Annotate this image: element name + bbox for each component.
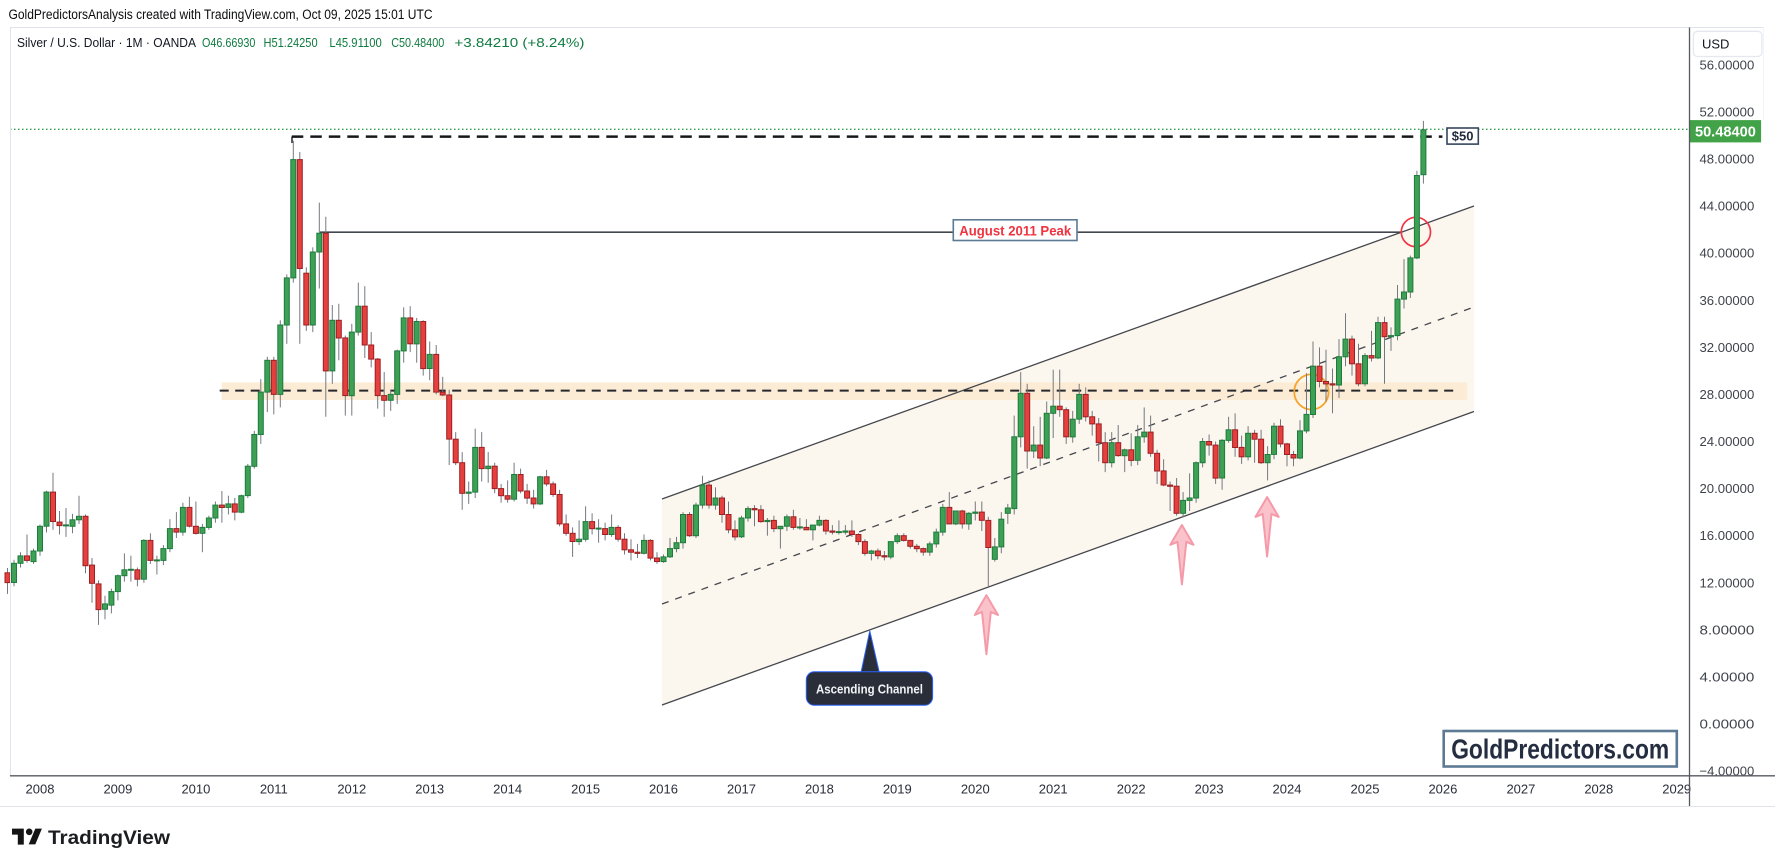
- svg-text:28.00000: 28.00000: [1700, 387, 1755, 402]
- svg-text:+3.84210 (+8.24%): +3.84210 (+8.24%): [454, 35, 584, 50]
- svg-text:L45.91100: L45.91100: [329, 35, 381, 50]
- svg-text:GoldPredictorsAnalysis created: GoldPredictorsAnalysis created with Trad…: [9, 7, 433, 22]
- svg-text:2019: 2019: [883, 782, 912, 797]
- svg-text:8.00000: 8.00000: [1700, 622, 1755, 637]
- svg-text:48.00000: 48.00000: [1700, 152, 1755, 167]
- svg-text:2013: 2013: [415, 782, 444, 797]
- svg-text:2018: 2018: [805, 782, 834, 797]
- svg-text:40.00000: 40.00000: [1700, 246, 1755, 261]
- svg-text:2017: 2017: [727, 782, 756, 797]
- svg-text:2012: 2012: [337, 782, 366, 797]
- svg-text:2009: 2009: [103, 782, 132, 797]
- svg-text:0.00000: 0.00000: [1700, 717, 1755, 732]
- svg-text:GoldPredictors.com: GoldPredictors.com: [1451, 734, 1669, 765]
- svg-text:C50.48400: C50.48400: [391, 35, 444, 50]
- svg-text:TradingView: TradingView: [48, 827, 171, 849]
- svg-text:32.00000: 32.00000: [1700, 340, 1755, 355]
- svg-text:$50: $50: [1452, 128, 1474, 143]
- svg-text:2023: 2023: [1195, 782, 1224, 797]
- svg-text:2028: 2028: [1584, 782, 1613, 797]
- svg-text:2021: 2021: [1039, 782, 1068, 797]
- svg-text:2008: 2008: [26, 782, 55, 797]
- svg-text:52.00000: 52.00000: [1700, 105, 1755, 120]
- svg-text:H51.24250: H51.24250: [264, 35, 318, 50]
- svg-text:36.00000: 36.00000: [1700, 293, 1755, 308]
- svg-text:16.00000: 16.00000: [1700, 528, 1755, 543]
- svg-text:August 2011 Peak: August 2011 Peak: [959, 223, 1071, 238]
- svg-text:4.00000: 4.00000: [1700, 669, 1755, 684]
- svg-text:2025: 2025: [1351, 782, 1380, 797]
- svg-text:USD: USD: [1702, 37, 1729, 52]
- svg-text:20.00000: 20.00000: [1700, 481, 1755, 496]
- svg-text:2016: 2016: [649, 782, 678, 797]
- svg-text:24.00000: 24.00000: [1700, 434, 1755, 449]
- svg-text:2011: 2011: [260, 782, 288, 797]
- svg-text:Ascending Channel: Ascending Channel: [816, 681, 923, 696]
- svg-text:2022: 2022: [1117, 782, 1146, 797]
- svg-text:O46.66930: O46.66930: [202, 35, 255, 50]
- svg-text:−4.00000: −4.00000: [1700, 764, 1755, 779]
- svg-text:2020: 2020: [961, 782, 990, 797]
- svg-text:12.00000: 12.00000: [1700, 575, 1755, 590]
- svg-text:2014: 2014: [493, 782, 522, 797]
- svg-text:2027: 2027: [1506, 782, 1535, 797]
- svg-text:2026: 2026: [1428, 782, 1457, 797]
- svg-text:2015: 2015: [571, 782, 600, 797]
- svg-text:56.00000: 56.00000: [1700, 57, 1755, 72]
- svg-text:2024: 2024: [1273, 782, 1302, 797]
- svg-text:44.00000: 44.00000: [1700, 199, 1755, 214]
- svg-text:2029: 2029: [1662, 782, 1691, 797]
- svg-text:Silver / U.S. Dollar · 1M · OA: Silver / U.S. Dollar · 1M · OANDA: [17, 35, 196, 50]
- svg-text:50.48400: 50.48400: [1695, 125, 1756, 141]
- svg-text:2010: 2010: [181, 782, 210, 797]
